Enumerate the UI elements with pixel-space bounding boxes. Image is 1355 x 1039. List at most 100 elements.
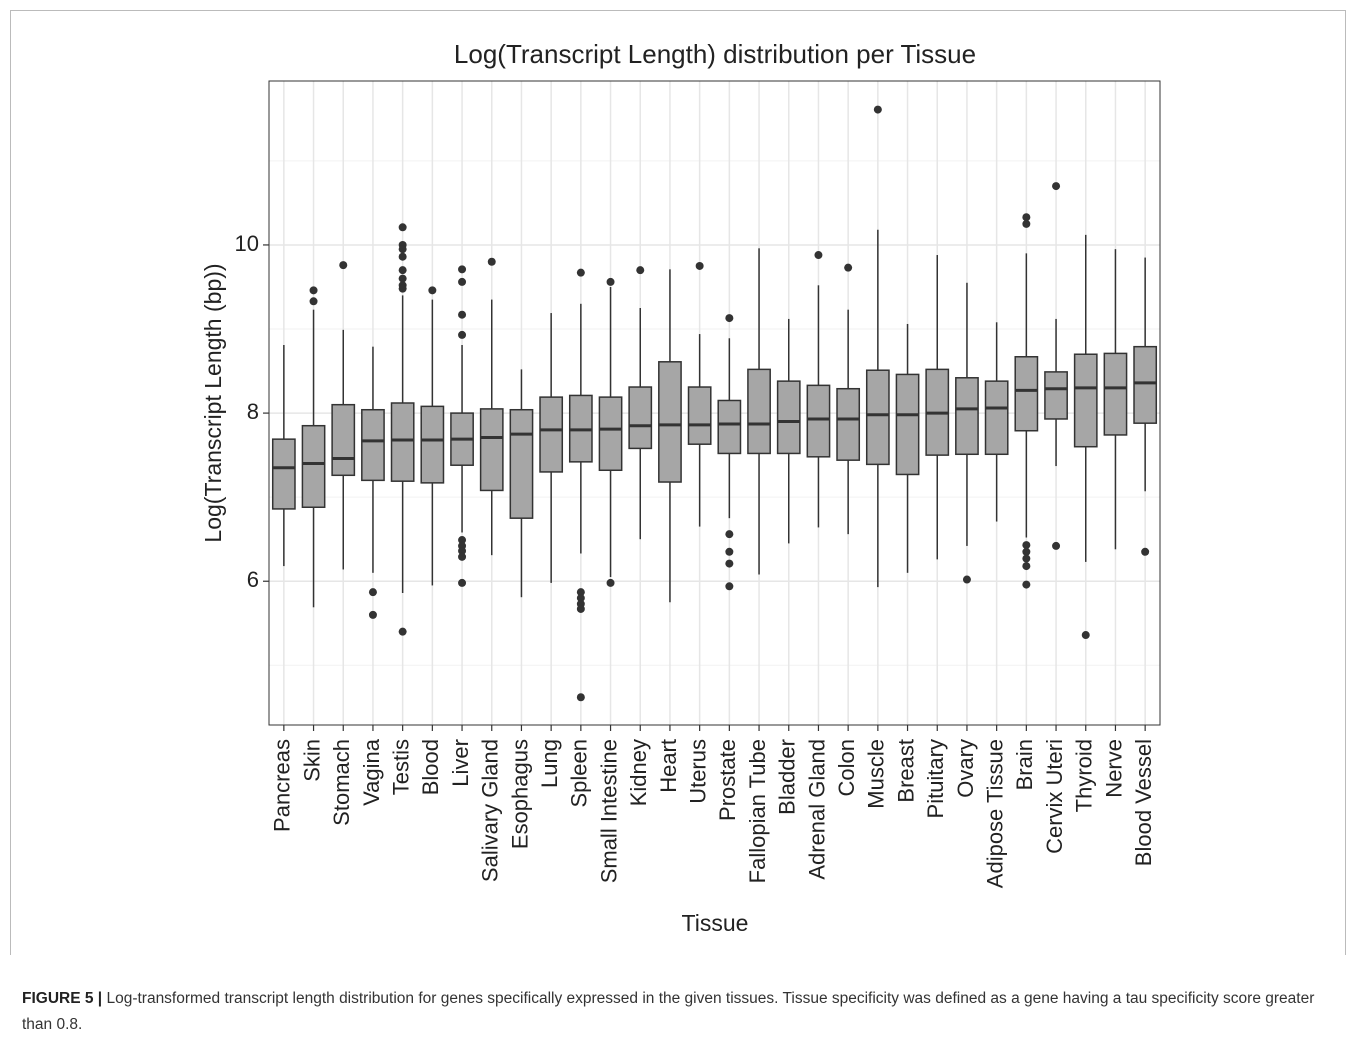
box xyxy=(420,405,445,484)
outlier xyxy=(1022,554,1031,563)
x-axis-title: Tissue xyxy=(682,910,749,936)
x-tick-label: Adrenal Gland xyxy=(804,739,829,880)
outlier xyxy=(1022,562,1031,571)
x-tick-label: Lung xyxy=(537,739,562,788)
box xyxy=(331,403,356,477)
box xyxy=(717,399,742,455)
outlier xyxy=(962,575,971,584)
chart-title: Log(Transcript Length) distribution per … xyxy=(454,39,976,69)
box xyxy=(955,377,979,456)
box xyxy=(1073,353,1098,448)
outlier xyxy=(1022,219,1031,228)
x-tick-label: Pancreas xyxy=(270,739,295,832)
x-tick-label: Breast xyxy=(893,739,918,803)
plot-panel xyxy=(269,81,1160,725)
box xyxy=(658,361,682,483)
x-tick-label: Brain xyxy=(1012,739,1037,790)
outlier xyxy=(695,261,704,270)
caption-text: Log-transformed transcript length distri… xyxy=(22,990,1315,1033)
outlier xyxy=(458,310,467,319)
outlier xyxy=(1141,547,1150,556)
outlier xyxy=(398,245,407,254)
y-tick-label: 6 xyxy=(247,567,259,592)
y-tick-label: 8 xyxy=(247,399,259,424)
x-tick-label: Blood xyxy=(418,739,443,795)
outlier xyxy=(309,297,318,306)
x-tick-label: Nerve xyxy=(1101,739,1126,798)
chart: Log(Transcript Length) distribution per … xyxy=(200,39,1161,936)
box xyxy=(539,396,564,473)
outlier xyxy=(398,627,407,636)
outlier xyxy=(458,578,467,587)
x-tick-label: Muscle xyxy=(864,739,889,809)
outlier xyxy=(339,261,348,270)
outlier xyxy=(606,578,615,587)
x-tick-label: Skin xyxy=(299,739,324,782)
x-tick-label: Vagina xyxy=(359,738,384,806)
outlier xyxy=(1081,631,1090,640)
x-tick-label: Fallopian Tube xyxy=(745,739,770,883)
outlier xyxy=(725,547,734,556)
x-tick-label: Liver xyxy=(448,739,473,787)
outlier xyxy=(398,274,407,283)
x-tick-label: Testis xyxy=(388,739,413,795)
outlier xyxy=(576,594,585,603)
plot-border xyxy=(268,80,1161,726)
box xyxy=(390,402,415,482)
outlier xyxy=(844,263,853,272)
outlier xyxy=(576,604,585,613)
box xyxy=(776,380,801,455)
box xyxy=(984,380,1009,456)
outlier xyxy=(725,314,734,323)
x-tick-label: Salivary Gland xyxy=(478,739,503,882)
x-tick-label: Spleen xyxy=(567,739,592,808)
box xyxy=(479,408,504,492)
outlier xyxy=(814,251,823,260)
box xyxy=(895,373,920,476)
outlier xyxy=(576,268,585,277)
outlier xyxy=(458,265,467,274)
outlier xyxy=(368,588,377,597)
box xyxy=(509,408,534,519)
outlier xyxy=(458,277,467,286)
outlier xyxy=(636,266,645,275)
x-tick-label: Bladder xyxy=(775,739,800,815)
figure-frame xyxy=(10,10,1346,955)
y-axis-title: Log(Transcript Length (bp)) xyxy=(200,263,226,542)
outlier xyxy=(606,277,615,286)
box xyxy=(271,438,296,510)
box xyxy=(836,387,861,461)
outlier xyxy=(1022,547,1031,556)
outlier xyxy=(487,257,496,266)
box xyxy=(301,424,326,509)
outlier xyxy=(1022,541,1031,550)
outlier xyxy=(398,266,407,275)
outlier xyxy=(398,252,407,261)
outlier xyxy=(368,610,377,619)
outlier xyxy=(725,559,734,568)
outlier xyxy=(576,588,585,597)
outlier xyxy=(1052,182,1061,191)
x-tick-label: Ovary xyxy=(953,739,978,798)
outlier xyxy=(309,286,318,295)
outlier xyxy=(458,552,467,561)
x-tick-label: Prostate xyxy=(715,739,740,821)
x-tick-label: Kidney xyxy=(626,739,651,806)
box xyxy=(865,369,890,466)
box xyxy=(747,368,771,455)
outlier xyxy=(458,546,467,555)
box xyxy=(628,386,653,450)
x-tick-label: Heart xyxy=(656,739,681,793)
box xyxy=(687,386,712,445)
outlier xyxy=(458,536,467,545)
x-tick-label: Uterus xyxy=(685,739,710,804)
outlier xyxy=(458,330,467,339)
outlier xyxy=(398,284,407,293)
outlier xyxy=(1052,541,1061,550)
x-tick-label: Blood Vessel xyxy=(1131,739,1156,866)
box xyxy=(1103,352,1128,436)
box xyxy=(598,396,623,472)
x-tick-label: Thyroid xyxy=(1072,739,1097,812)
x-tick-label: Esophagus xyxy=(507,739,532,849)
